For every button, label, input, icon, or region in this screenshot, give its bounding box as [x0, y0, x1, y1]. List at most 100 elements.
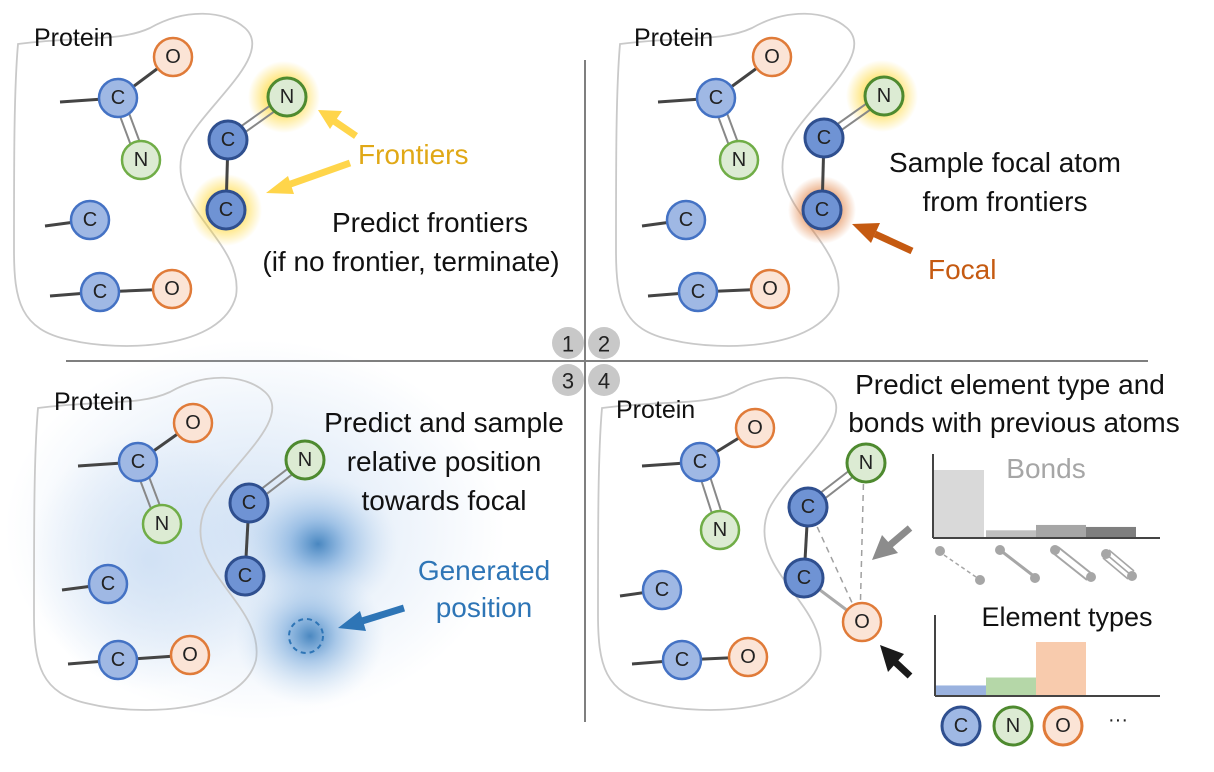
atom-oxygen: O — [169, 634, 211, 676]
svg-text:N: N — [732, 149, 746, 171]
atom-oxygen: O — [727, 636, 769, 678]
svg-text:C: C — [655, 579, 669, 601]
generated-position-arrow — [338, 604, 406, 631]
panel-2: Protein O C N C C O C N C Sample focal a… — [615, 12, 1121, 347]
atom-nitrogen: N — [699, 509, 741, 551]
panel-caption: from frontiers — [923, 186, 1088, 217]
svg-text:N: N — [1006, 715, 1020, 737]
step-badge-2: 2 — [588, 327, 620, 359]
atom-oxygen: O — [751, 36, 793, 78]
new-atom-oxygen: O — [841, 601, 883, 643]
panel-caption: Sample focal atom — [889, 147, 1121, 178]
svg-text:C: C — [242, 492, 256, 514]
panel-caption: Predict and sample — [324, 407, 564, 438]
bond-bar-triple — [1086, 526, 1136, 537]
legend-atom-oxygen: O — [1042, 705, 1084, 747]
focal-atom-carbon: C — [801, 189, 843, 231]
frontier-arrow — [318, 110, 358, 139]
svg-text:C: C — [111, 649, 125, 671]
frontier-atom-nitrogen: N — [266, 76, 308, 118]
atom-nitrogen: N — [718, 139, 760, 181]
frontiers-label: Frontiers — [358, 139, 468, 170]
element-bar-carbon — [936, 685, 986, 695]
svg-text:O: O — [185, 412, 201, 434]
protein-label: Protein — [616, 396, 695, 424]
svg-text:3: 3 — [562, 369, 574, 394]
atom-carbon: C — [87, 563, 129, 605]
ligand-atom-carbon: C — [787, 486, 829, 528]
frontier-atom-nitrogen: N — [863, 75, 905, 117]
svg-text:C: C — [101, 573, 115, 595]
svg-text:N: N — [298, 449, 312, 471]
protein-pocket-outline — [615, 12, 856, 347]
svg-text:N: N — [155, 513, 169, 535]
candidate-bond — [859, 461, 865, 621]
panel-caption: Predict element type and — [855, 369, 1165, 400]
atom-carbon: C — [695, 77, 737, 119]
element-types-chart: Element types C N O ··· — [934, 602, 1160, 747]
step-badge-3: 3 — [552, 364, 584, 396]
focal-atom-carbon: C — [783, 557, 825, 599]
svg-text:O: O — [747, 417, 763, 439]
position-density-haze — [30, 430, 270, 690]
svg-text:O: O — [764, 46, 780, 68]
bonds-chart-title: Bonds — [1006, 453, 1085, 484]
svg-text:C: C — [675, 649, 689, 671]
generated-label: Generated — [418, 555, 550, 586]
step-badge-4: 4 — [588, 364, 620, 396]
svg-text:C: C — [709, 87, 723, 109]
generated-label: position — [436, 592, 533, 623]
element-prediction-arrow — [880, 645, 913, 679]
svg-text:C: C — [111, 87, 125, 109]
svg-text:O: O — [854, 611, 870, 633]
svg-text:C: C — [801, 496, 815, 518]
svg-text:N: N — [713, 519, 727, 541]
legend-atom-carbon: C — [940, 705, 982, 747]
atom-oxygen: O — [749, 268, 791, 310]
bond-bar-double — [1036, 524, 1086, 537]
atom-carbon: C — [97, 77, 139, 119]
ligand-atom-carbon: C — [228, 482, 270, 524]
atom-oxygen: O — [172, 402, 214, 444]
protein-label: Protein — [34, 24, 113, 52]
element-types-chart-title: Element types — [981, 602, 1152, 632]
svg-text:C: C — [817, 127, 831, 149]
protein-pocket-outline — [597, 376, 838, 711]
frontier-arrow — [266, 159, 352, 194]
svg-text:C: C — [93, 281, 107, 303]
focal-atom-carbon: C — [224, 555, 266, 597]
bond-prediction-arrow — [872, 525, 913, 560]
bond-bar-single — [986, 530, 1036, 537]
svg-text:C: C — [219, 199, 233, 221]
focal-arrow — [852, 223, 914, 255]
svg-text:O: O — [165, 46, 181, 68]
bond-type-triple-icon — [1101, 549, 1137, 581]
svg-text:N: N — [134, 149, 148, 171]
atom-carbon: C — [69, 199, 111, 241]
step-badges: 1 2 3 4 — [552, 327, 620, 396]
atom-carbon: C — [79, 271, 121, 313]
svg-text:4: 4 — [598, 369, 610, 394]
atom-carbon: C — [679, 441, 721, 483]
bond-type-none-icon — [935, 546, 985, 585]
panel-3: Protein O C N C C O C N C Predict and sa… — [5, 340, 564, 720]
panel-caption: relative position — [347, 446, 542, 477]
svg-text:1: 1 — [562, 332, 574, 357]
candidate-bond — [807, 506, 861, 621]
legend-atom-nitrogen: N — [992, 705, 1034, 747]
atom-carbon: C — [661, 639, 703, 681]
atom-carbon: C — [677, 271, 719, 313]
bonds-chart: Bonds — [932, 453, 1160, 585]
element-bar-oxygen — [1036, 642, 1086, 695]
ligand-atom-nitrogen: N — [284, 439, 326, 481]
svg-text:C: C — [815, 199, 829, 221]
panel-caption: bonds with previous atoms — [848, 407, 1180, 438]
atom-nitrogen: N — [141, 503, 183, 545]
frontier-atom-carbon: C — [205, 189, 247, 231]
bond-type-double-icon — [1050, 545, 1096, 582]
svg-text:O: O — [1055, 715, 1071, 737]
bond-type-single-icon — [995, 545, 1040, 583]
svg-text:O: O — [164, 278, 180, 300]
atom-nitrogen: N — [120, 139, 162, 181]
